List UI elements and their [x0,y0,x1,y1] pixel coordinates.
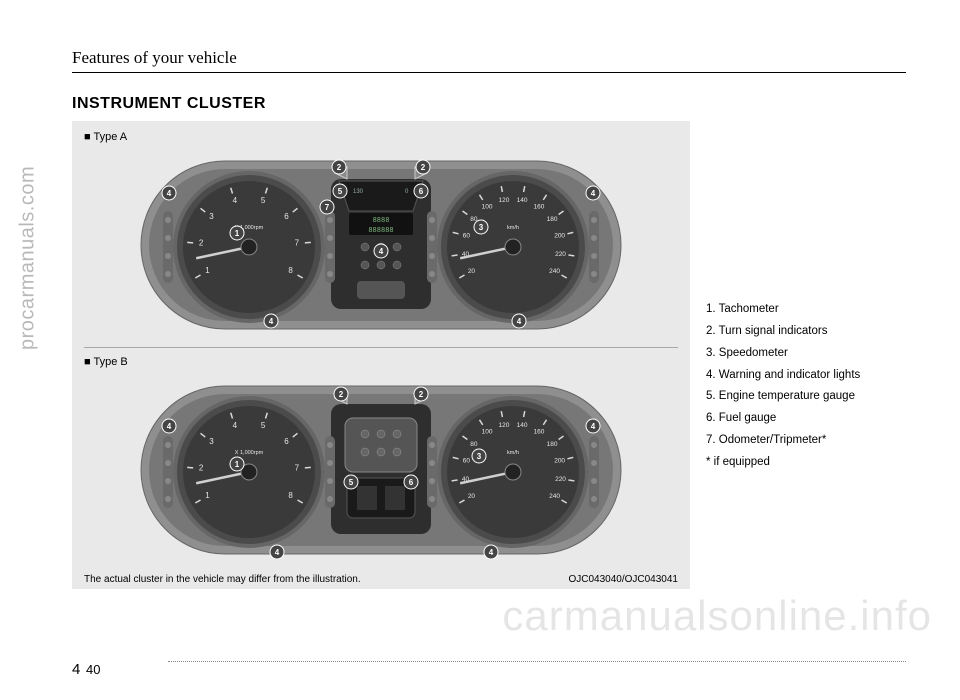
svg-text:4: 4 [233,196,238,205]
svg-text:888888: 888888 [368,226,393,234]
page-number: 4 40 [72,661,100,678]
svg-text:4: 4 [591,189,596,198]
svg-text:4: 4 [167,422,172,431]
legend: 1. Tachometer 2. Turn signal indicators … [706,121,906,589]
chapter-number: 4 [72,661,80,678]
running-header: Features of your vehicle [72,48,906,73]
svg-text:180: 180 [547,441,558,448]
svg-text:120: 120 [498,197,509,204]
svg-text:3: 3 [209,212,214,221]
svg-text:220: 220 [555,476,566,483]
type-b-label: ■ Type B [84,356,678,368]
svg-text:220: 220 [555,251,566,258]
svg-text:2: 2 [199,238,204,247]
svg-text:2: 2 [419,390,424,399]
svg-text:4: 4 [269,317,274,326]
svg-text:5: 5 [338,187,343,196]
figure-divider [84,347,678,348]
svg-text:1: 1 [235,229,240,238]
svg-text:7: 7 [295,463,300,472]
svg-text:4: 4 [233,421,238,430]
svg-text:7: 7 [295,238,300,247]
figure-disclaimer: The actual cluster in the vehicle may di… [84,574,361,585]
svg-text:3: 3 [209,437,214,446]
svg-text:6: 6 [284,437,289,446]
legend-item: * if equipped [706,452,906,474]
svg-text:100: 100 [482,429,493,436]
svg-text:8: 8 [288,491,293,500]
legend-item: 4. Warning and indicator lights [706,365,906,387]
svg-text:200: 200 [554,233,565,240]
legend-item: 1. Tachometer [706,299,906,321]
svg-text:4: 4 [517,317,522,326]
svg-text:20: 20 [468,493,476,500]
svg-text:X 1,000rpm: X 1,000rpm [235,450,264,456]
legend-item: 7. Odometer/Tripmeter* [706,430,906,452]
svg-text:3: 3 [479,223,484,232]
legend-item: 3. Speedometer [706,343,906,365]
svg-text:5: 5 [261,196,266,205]
svg-text:180: 180 [547,216,558,223]
svg-text:240: 240 [549,493,560,500]
svg-text:60: 60 [463,458,471,465]
legend-item: 6. Fuel gauge [706,408,906,430]
svg-text:1: 1 [235,460,240,469]
svg-text:240: 240 [549,268,560,275]
svg-text:5: 5 [261,421,266,430]
svg-text:100: 100 [482,204,493,211]
svg-text:4: 4 [167,189,172,198]
cluster-type-a-image: 1300888888888812345678X 1,000rpm20406080… [121,149,641,339]
svg-text:160: 160 [534,429,545,436]
svg-text:1: 1 [205,266,210,275]
svg-text:3: 3 [477,452,482,461]
svg-text:km/h: km/h [507,450,519,456]
figure-id: OJC043040/OJC043041 [568,574,678,585]
svg-text:4: 4 [275,548,280,557]
cluster-type-b-image: 12345678X 1,000rpm2040608010012014016018… [121,374,641,564]
svg-text:160: 160 [534,204,545,211]
svg-text:8: 8 [288,266,293,275]
page-footer-line [168,661,906,662]
legend-item: 2. Turn signal indicators [706,321,906,343]
figure-panel: ■ Type A 1300888888888812345678X 1,000rp… [72,121,690,589]
svg-text:4: 4 [591,422,596,431]
svg-text:130: 130 [353,189,364,195]
svg-text:8888: 8888 [373,216,390,224]
page-number-value: 40 [86,662,100,677]
svg-text:km/h: km/h [507,225,519,231]
svg-text:140: 140 [517,197,528,204]
section-title: INSTRUMENT CLUSTER [72,95,906,113]
svg-text:2: 2 [421,163,426,172]
svg-text:4: 4 [379,247,384,256]
page-content: Features of your vehicle INSTRUMENT CLUS… [72,48,906,652]
svg-text:6: 6 [409,478,414,487]
svg-text:200: 200 [554,458,565,465]
svg-text:6: 6 [284,212,289,221]
svg-text:80: 80 [470,441,478,448]
svg-text:7: 7 [325,203,330,212]
svg-text:2: 2 [337,163,342,172]
svg-text:120: 120 [498,422,509,429]
svg-text:60: 60 [463,233,471,240]
svg-text:4: 4 [489,548,494,557]
type-a-label: ■ Type A [84,131,678,143]
svg-text:6: 6 [419,187,424,196]
svg-text:140: 140 [517,422,528,429]
watermark-side: procarmanuals.com [17,166,40,350]
legend-item: 5. Engine temperature gauge [706,386,906,408]
svg-text:2: 2 [199,463,204,472]
svg-text:5: 5 [349,478,354,487]
svg-text:20: 20 [468,268,476,275]
svg-text:1: 1 [205,491,210,500]
svg-text:2: 2 [339,390,344,399]
